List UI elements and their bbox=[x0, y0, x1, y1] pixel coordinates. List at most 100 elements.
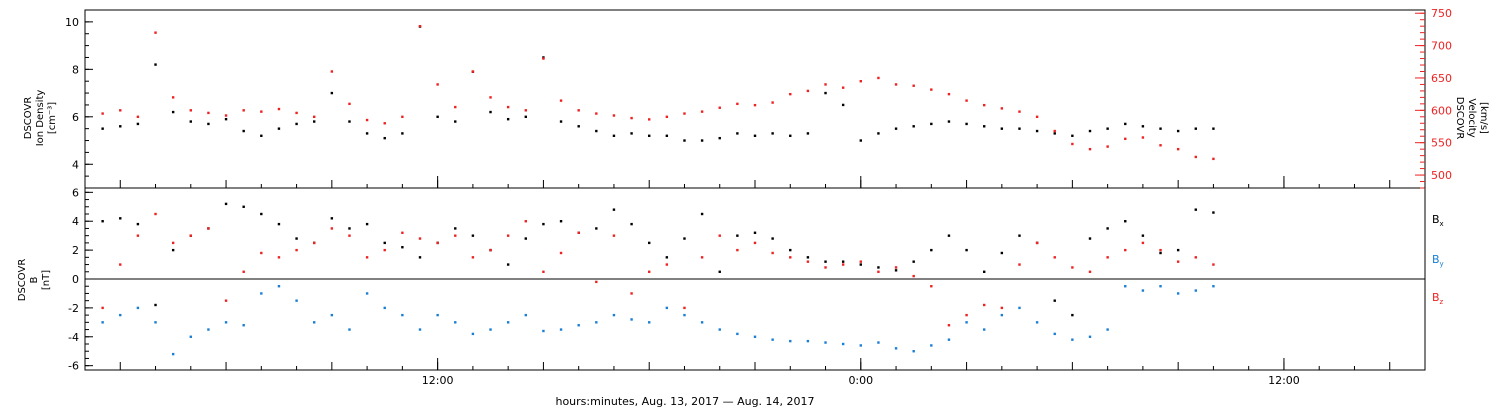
density-point bbox=[859, 139, 862, 142]
bz-point bbox=[577, 231, 580, 234]
bz-point bbox=[242, 270, 245, 273]
by-point bbox=[1053, 332, 1056, 336]
density-point bbox=[524, 115, 527, 118]
x-axis-title: hours:minutes, Aug. 13, 2017 — Aug. 14, … bbox=[555, 395, 814, 408]
legend-by: By bbox=[1432, 253, 1444, 268]
bz-point bbox=[119, 263, 122, 266]
by-point bbox=[330, 313, 334, 317]
bz-point bbox=[1106, 256, 1109, 259]
velocity-point bbox=[1194, 155, 1197, 159]
density-point bbox=[965, 122, 968, 126]
bx-point bbox=[736, 234, 739, 237]
by-point bbox=[260, 292, 263, 295]
bx-point bbox=[524, 237, 527, 240]
by-point bbox=[771, 338, 774, 341]
density-tick-label: 10 bbox=[65, 16, 79, 29]
velocity-point bbox=[277, 107, 281, 111]
velocity-point bbox=[683, 112, 686, 115]
velocity-point bbox=[700, 110, 704, 113]
bz-point bbox=[207, 227, 210, 230]
by-point bbox=[313, 321, 316, 324]
bx-point bbox=[894, 269, 898, 272]
by-point bbox=[1088, 335, 1092, 338]
density-point bbox=[295, 122, 298, 126]
bx-point bbox=[841, 260, 845, 263]
by-point bbox=[1000, 313, 1004, 317]
bx-point bbox=[295, 237, 298, 240]
by-point bbox=[207, 328, 210, 331]
by-point bbox=[1071, 338, 1074, 341]
bz-point bbox=[771, 251, 774, 255]
by-point bbox=[542, 329, 545, 333]
density-point bbox=[736, 132, 739, 135]
bx-point bbox=[859, 263, 862, 266]
plasma-panel bbox=[84, 9, 1426, 189]
density-point bbox=[683, 139, 686, 142]
bz-point bbox=[454, 234, 457, 237]
bx-point bbox=[559, 220, 563, 223]
by-point bbox=[965, 321, 968, 324]
velocity-point bbox=[295, 111, 298, 115]
bz-point bbox=[136, 234, 140, 237]
bz-point bbox=[859, 260, 862, 263]
by-point bbox=[1212, 285, 1215, 288]
bx-point bbox=[401, 246, 404, 249]
velocity-point bbox=[1018, 110, 1021, 113]
density-axis-title-unit: [cm⁻³] bbox=[47, 102, 58, 134]
bz-point bbox=[277, 256, 281, 259]
velocity-axis-title-unit: [km/s] bbox=[1478, 102, 1489, 134]
velocity-point bbox=[718, 106, 721, 109]
velocity-point bbox=[612, 114, 616, 117]
bx-point bbox=[700, 212, 704, 216]
density-point bbox=[348, 120, 351, 123]
bz-point bbox=[1194, 256, 1197, 259]
density-point bbox=[383, 136, 386, 140]
density-point bbox=[1035, 129, 1039, 133]
x-tick-label: 12:00 bbox=[422, 374, 454, 387]
by-point bbox=[295, 299, 298, 302]
velocity-point bbox=[930, 88, 933, 91]
bz-point bbox=[260, 251, 263, 255]
bz-point bbox=[1124, 248, 1127, 252]
velocity-point bbox=[1000, 107, 1004, 110]
by-point bbox=[1141, 289, 1145, 292]
bx-point bbox=[330, 217, 334, 220]
bx-point bbox=[683, 237, 686, 240]
velocity-point bbox=[912, 84, 915, 87]
bz-point bbox=[418, 237, 422, 240]
velocity-tick-label: 500 bbox=[1431, 169, 1452, 182]
by-point bbox=[1124, 285, 1127, 288]
velocity-point bbox=[330, 70, 334, 73]
bz-point bbox=[189, 234, 192, 237]
density-point bbox=[912, 125, 915, 128]
bz-point bbox=[295, 248, 298, 252]
legend-bz: Bz bbox=[1432, 291, 1444, 306]
by-point bbox=[436, 313, 439, 317]
velocity-point bbox=[877, 76, 880, 80]
velocity-point bbox=[524, 109, 527, 112]
by-point bbox=[930, 344, 933, 347]
velocity-point bbox=[1088, 147, 1092, 151]
density-point bbox=[1159, 127, 1162, 130]
bz-point bbox=[436, 241, 439, 245]
velocity-point bbox=[207, 111, 210, 115]
velocity-tick-label: 750 bbox=[1431, 7, 1452, 20]
density-point bbox=[700, 139, 704, 142]
bz-point bbox=[683, 306, 686, 310]
bx-point bbox=[718, 270, 721, 273]
b-axis-title-unit: [nT] bbox=[41, 270, 52, 290]
density-point bbox=[171, 110, 175, 114]
bz-point bbox=[806, 260, 810, 263]
density-tick-label: 8 bbox=[72, 63, 79, 76]
velocity-point bbox=[1053, 129, 1056, 133]
bz-point bbox=[930, 285, 933, 288]
bz-point bbox=[1035, 241, 1039, 245]
density-point bbox=[577, 125, 580, 128]
bz-point bbox=[665, 263, 669, 266]
bz-point bbox=[947, 324, 951, 327]
velocity-point bbox=[506, 105, 510, 109]
velocity-point bbox=[383, 122, 386, 125]
bz-point bbox=[824, 266, 827, 269]
velocity-point bbox=[1071, 142, 1074, 146]
